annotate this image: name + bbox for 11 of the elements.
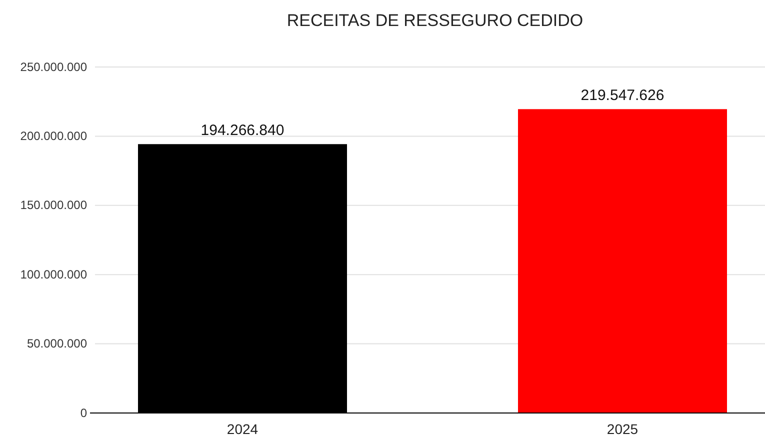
y-tick-label: 0 [80, 406, 88, 420]
chart-title: RECEITAS DE RESSEGURO CEDIDO [286, 11, 584, 30]
data-label: 219.547.626 [580, 87, 664, 104]
y-tick-label: 200.000.000 [20, 129, 88, 144]
y-tick-label: 150.000.000 [20, 198, 88, 212]
x-tick-label: 2025 [606, 421, 638, 437]
y-tick-label: 50.000.000 [26, 336, 88, 351]
data-label: 194.266.840 [200, 122, 284, 140]
y-tick-label: 250.000.000 [20, 60, 88, 74]
y-tick-label: 100.000.000 [20, 267, 88, 282]
x-tick-label: 2024 [226, 421, 258, 437]
